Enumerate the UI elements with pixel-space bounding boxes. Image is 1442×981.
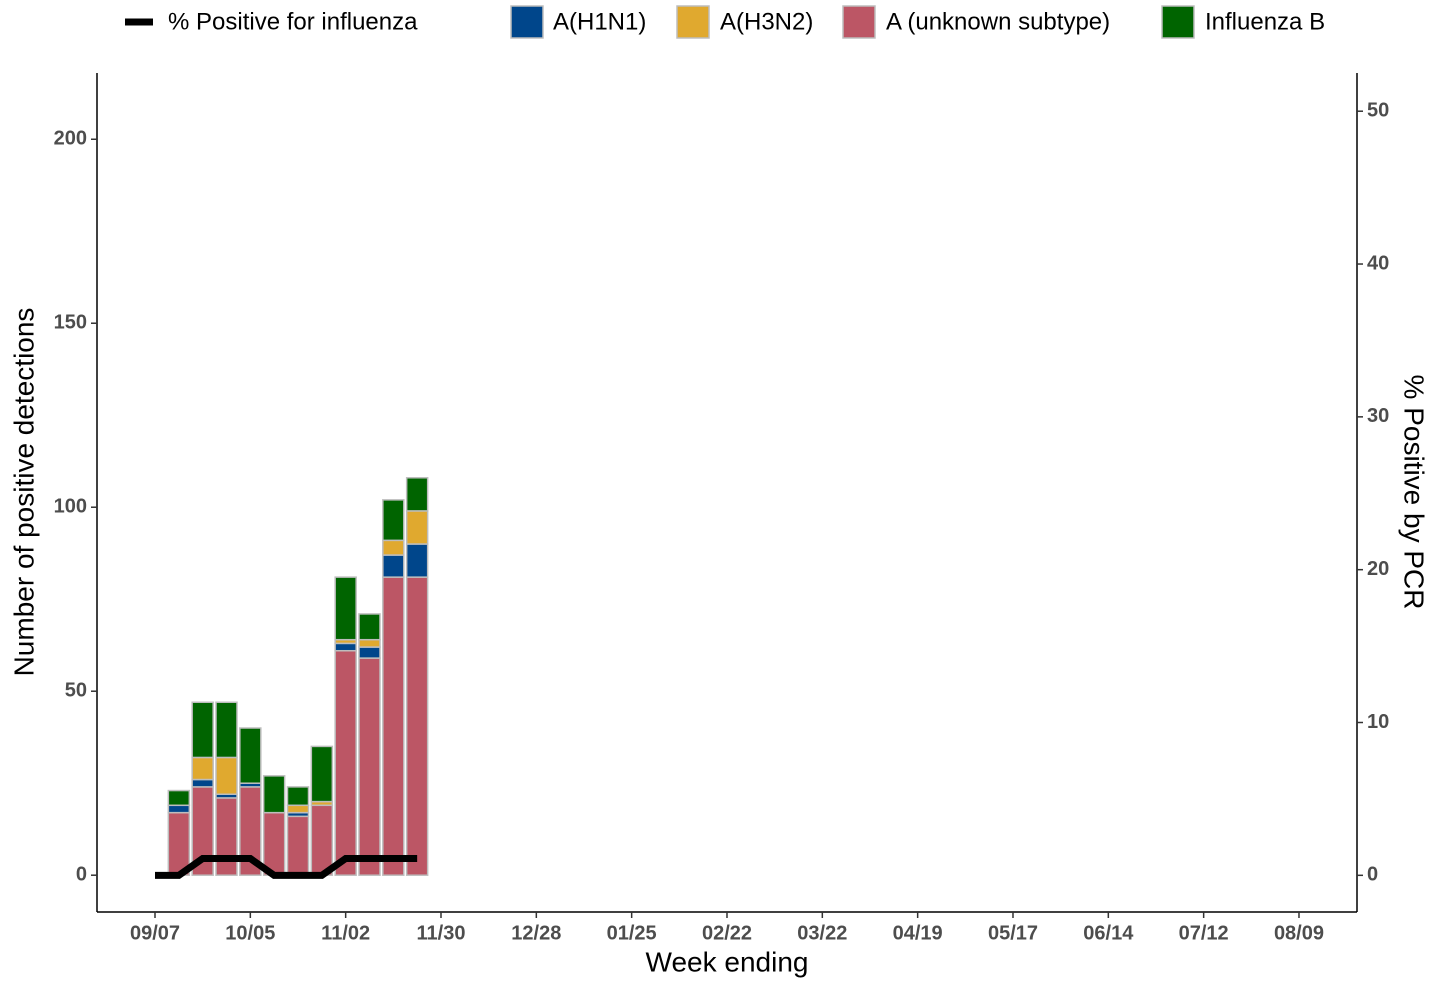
bar-segment xyxy=(215,756,238,795)
bar-segment xyxy=(286,786,310,807)
y2-tick-label: 30 xyxy=(1367,405,1389,427)
y-tick-label: 100 xyxy=(54,496,87,518)
bar-segment xyxy=(358,646,381,659)
x-tick-label: 06/14 xyxy=(1083,922,1134,944)
bar-segment xyxy=(405,477,429,512)
bar-segment xyxy=(358,657,381,876)
x-axis-title: Week ending xyxy=(646,946,809,977)
x-tick-label: 08/09 xyxy=(1274,922,1324,944)
x-tick-label: 11/02 xyxy=(321,922,370,944)
y-axis-title: Number of positive detections xyxy=(8,308,39,677)
bar-segment xyxy=(262,775,286,814)
bar-segment xyxy=(334,642,357,652)
y-tick-label: 200 xyxy=(54,128,87,150)
bar-segment xyxy=(334,649,357,876)
x-tick-label: 03/22 xyxy=(797,922,847,944)
bar-segment xyxy=(382,554,405,578)
bar-segment xyxy=(382,576,405,876)
bar-segment xyxy=(167,789,191,807)
bar-segment xyxy=(358,613,381,641)
line-series xyxy=(155,855,418,879)
legend-symbol xyxy=(842,5,876,39)
legend-label: % Positive for influenza xyxy=(168,8,418,35)
y2-tick-label: 10 xyxy=(1367,711,1389,733)
bar-segment xyxy=(191,778,214,788)
bar-segment xyxy=(310,804,334,876)
legend-label: A(H1N1) xyxy=(553,8,646,35)
x-tick-label: 05/17 xyxy=(988,922,1038,944)
y2-tick-label: 50 xyxy=(1367,99,1389,121)
bar-segment xyxy=(191,701,214,759)
bar-segment xyxy=(167,804,191,814)
x-tick-label: 10/05 xyxy=(225,922,275,944)
y2-axis-title: % Positive by PCR xyxy=(1399,375,1430,610)
y2-tick-label: 40 xyxy=(1367,252,1389,274)
bar-segment xyxy=(334,576,357,641)
bar-segment xyxy=(405,543,429,578)
x-tick-label: 04/19 xyxy=(893,922,943,944)
x-tick-label: 07/12 xyxy=(1179,922,1229,944)
legend-label: A(H3N2) xyxy=(720,8,813,35)
x-tick-label: 09/07 xyxy=(130,922,180,944)
bar-segment xyxy=(167,811,191,876)
bar-segment xyxy=(405,510,429,545)
bar-segment xyxy=(382,539,405,556)
legend-symbol xyxy=(1161,5,1195,39)
x-tick-label: 11/30 xyxy=(417,922,466,944)
bar-segment xyxy=(286,804,310,814)
legend-symbol xyxy=(676,5,710,39)
bar-segment xyxy=(405,576,429,876)
x-tick-label: 02/22 xyxy=(702,922,752,944)
y-tick-label: 150 xyxy=(54,312,87,334)
bar-segment xyxy=(286,815,310,876)
y2-tick-label: 0 xyxy=(1367,864,1378,886)
bar-segment xyxy=(262,811,286,876)
bar-segment xyxy=(358,638,381,648)
legend-label: Influenza B xyxy=(1205,8,1325,35)
x-tick-label: 01/25 xyxy=(607,922,657,944)
y2-tick-label: 20 xyxy=(1367,558,1389,580)
legend-symbol xyxy=(510,5,544,39)
legend-label: A (unknown subtype) xyxy=(886,8,1110,35)
bar-segment xyxy=(191,756,214,781)
y-tick-label: 0 xyxy=(76,863,87,885)
y-tick-label: 50 xyxy=(65,679,87,701)
bar-segment xyxy=(310,745,334,803)
bar-segment xyxy=(215,797,238,876)
bar-segment xyxy=(215,701,238,759)
x-tick-label: 12/28 xyxy=(511,922,561,944)
bar-segment xyxy=(382,499,405,542)
bar-segment xyxy=(239,727,262,784)
